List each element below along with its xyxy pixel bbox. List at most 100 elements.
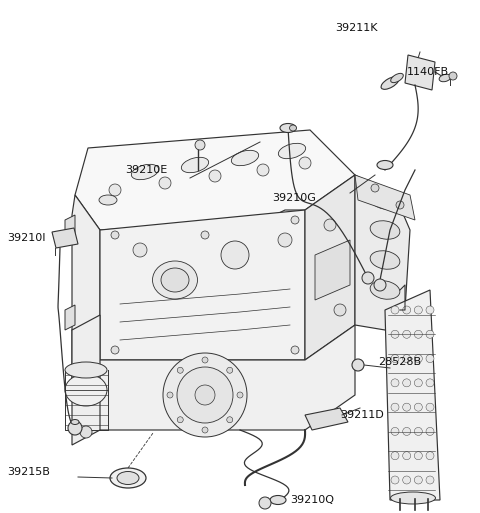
Circle shape [414, 379, 422, 387]
Circle shape [259, 497, 271, 509]
Circle shape [227, 417, 233, 423]
Circle shape [414, 354, 422, 363]
Polygon shape [305, 175, 355, 360]
Text: 1140FB: 1140FB [407, 67, 449, 77]
Text: 39210E: 39210E [125, 165, 167, 175]
Circle shape [414, 452, 422, 460]
Text: 39211D: 39211D [340, 410, 384, 420]
Circle shape [68, 421, 82, 435]
Circle shape [403, 452, 411, 460]
Circle shape [391, 427, 399, 436]
Text: 39210Q: 39210Q [290, 495, 334, 505]
Text: 39210I: 39210I [7, 233, 46, 243]
Polygon shape [52, 228, 78, 248]
Circle shape [396, 201, 404, 209]
Circle shape [414, 330, 422, 338]
Circle shape [202, 357, 208, 363]
Circle shape [426, 379, 434, 387]
Circle shape [352, 359, 364, 371]
Circle shape [334, 304, 346, 316]
Circle shape [80, 426, 92, 438]
Circle shape [278, 233, 292, 247]
Polygon shape [72, 315, 100, 445]
Ellipse shape [117, 471, 139, 484]
Circle shape [371, 184, 379, 192]
Circle shape [426, 354, 434, 363]
Ellipse shape [278, 143, 306, 159]
Circle shape [391, 306, 399, 314]
Ellipse shape [71, 420, 79, 424]
Polygon shape [405, 55, 435, 90]
Polygon shape [385, 290, 440, 500]
Ellipse shape [391, 492, 435, 504]
Circle shape [426, 452, 434, 460]
Circle shape [414, 476, 422, 484]
Ellipse shape [381, 76, 399, 89]
Circle shape [414, 427, 422, 436]
Circle shape [414, 403, 422, 411]
Ellipse shape [65, 374, 107, 406]
Circle shape [391, 379, 399, 387]
Circle shape [177, 367, 233, 423]
Ellipse shape [391, 73, 403, 83]
Circle shape [403, 330, 411, 338]
Circle shape [299, 157, 311, 169]
Ellipse shape [370, 251, 400, 269]
Circle shape [391, 403, 399, 411]
Text: 39211K: 39211K [335, 23, 377, 33]
Circle shape [201, 231, 209, 239]
Circle shape [202, 427, 208, 433]
Ellipse shape [370, 191, 400, 209]
Circle shape [291, 346, 299, 354]
Circle shape [391, 452, 399, 460]
Ellipse shape [231, 150, 259, 166]
Polygon shape [65, 215, 75, 240]
Circle shape [426, 476, 434, 484]
Circle shape [111, 231, 119, 239]
Circle shape [391, 476, 399, 484]
Ellipse shape [132, 164, 159, 180]
Polygon shape [75, 130, 355, 230]
Circle shape [374, 279, 386, 291]
Circle shape [391, 330, 399, 338]
Circle shape [362, 272, 374, 284]
Ellipse shape [161, 268, 189, 292]
Text: 39210G: 39210G [272, 193, 316, 203]
Circle shape [449, 72, 457, 80]
Ellipse shape [370, 281, 400, 299]
Circle shape [403, 403, 411, 411]
Circle shape [221, 241, 249, 269]
Polygon shape [72, 325, 355, 430]
Ellipse shape [110, 468, 146, 488]
Text: 39215B: 39215B [7, 467, 50, 477]
Circle shape [426, 306, 434, 314]
Circle shape [403, 306, 411, 314]
Circle shape [227, 367, 233, 373]
Polygon shape [355, 175, 415, 220]
Polygon shape [305, 408, 348, 430]
Circle shape [403, 354, 411, 363]
Ellipse shape [181, 157, 209, 173]
Circle shape [159, 177, 171, 189]
Circle shape [163, 353, 247, 437]
Ellipse shape [377, 161, 393, 169]
Circle shape [257, 164, 269, 176]
Ellipse shape [65, 362, 107, 378]
Circle shape [426, 403, 434, 411]
Circle shape [403, 476, 411, 484]
Circle shape [403, 427, 411, 436]
Ellipse shape [153, 261, 197, 299]
Polygon shape [355, 175, 410, 330]
Polygon shape [315, 240, 350, 300]
Ellipse shape [439, 74, 451, 82]
Circle shape [111, 346, 119, 354]
Polygon shape [72, 195, 100, 350]
Circle shape [195, 385, 215, 405]
Ellipse shape [270, 496, 286, 504]
Ellipse shape [99, 195, 117, 205]
Ellipse shape [280, 124, 296, 132]
Circle shape [177, 367, 183, 373]
Ellipse shape [370, 221, 400, 239]
Circle shape [195, 140, 205, 150]
Text: 28528B: 28528B [378, 357, 421, 367]
